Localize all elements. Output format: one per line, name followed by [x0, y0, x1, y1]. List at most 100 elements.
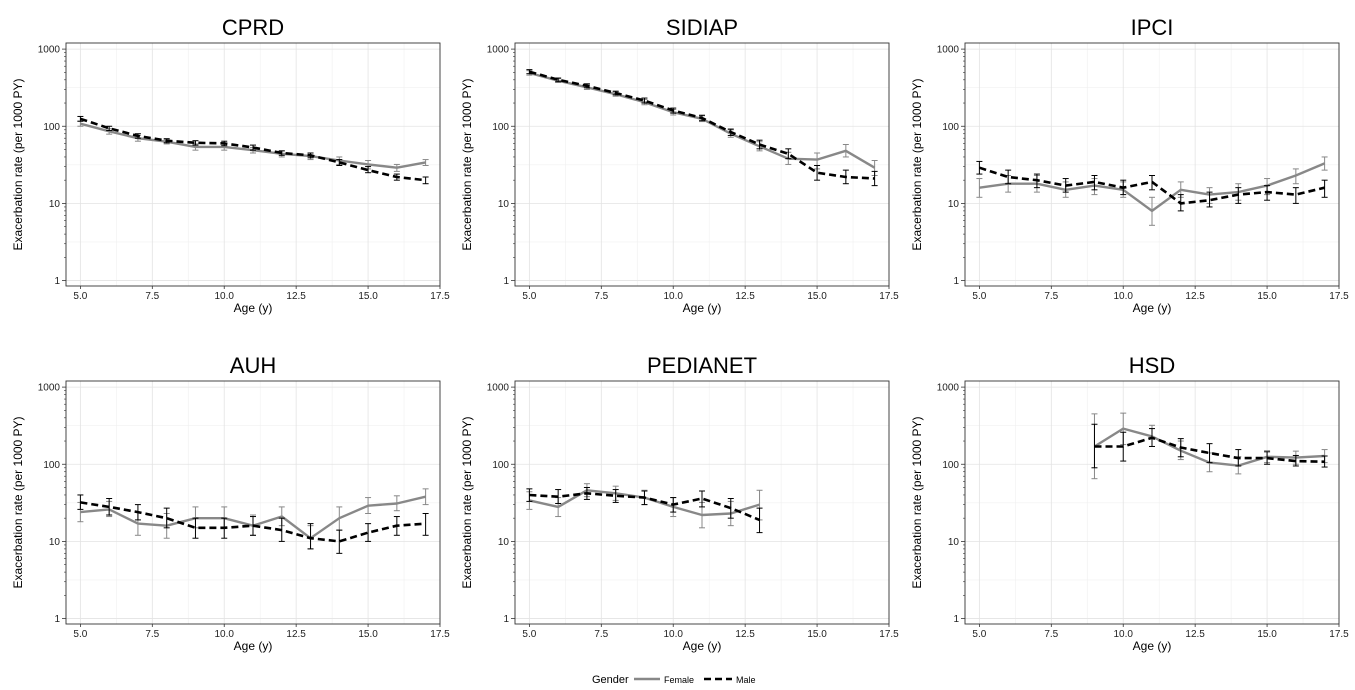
y-tick-label: 10	[498, 199, 510, 210]
minor-grid	[66, 43, 440, 286]
legend: Gender Female Male	[592, 674, 756, 686]
panel-title: PEDIANET	[647, 353, 757, 378]
minor-grid	[66, 381, 440, 624]
error-bar	[1091, 423, 1098, 469]
x-tick-label: 5.0	[73, 629, 87, 640]
x-tick-label: 15.0	[1257, 629, 1277, 640]
panel-title: CPRD	[222, 15, 284, 40]
y-axis-label: Exacerbation rate (per 1000 PY)	[11, 78, 25, 250]
error-bar	[526, 488, 533, 502]
x-tick-label: 10.0	[214, 629, 234, 640]
error-bar	[163, 507, 170, 529]
x-tick-label: 10.0	[214, 291, 234, 302]
panel-title: SIDIAP	[666, 15, 738, 40]
panel-auh: 5.0 7.5 10.0 12.5 15.0 17.5 1 10 100 1000 AUH Age (…	[11, 353, 450, 653]
panel-title: HSD	[1129, 353, 1175, 378]
x-tick-label: 7.5	[145, 291, 159, 302]
x-tick-label: 7.5	[1044, 291, 1058, 302]
error-bar	[250, 516, 256, 536]
y-tick-label: 100	[43, 460, 60, 471]
panel-pedianet: 5.0 7.5 10.0 12.5 15.0 17.5 1 10 100 1000 PEDIANET…	[460, 353, 899, 653]
error-bar	[612, 489, 619, 503]
y-minor-ticks	[963, 52, 965, 258]
legend-label-female: Female	[664, 675, 694, 685]
x-tick-label: 17.5	[879, 291, 899, 302]
series-male	[1091, 423, 1328, 469]
y-tick-label: 1000	[937, 383, 960, 394]
error-bar	[1321, 455, 1328, 468]
y-minor-ticks	[64, 52, 66, 258]
series-line-male	[80, 501, 426, 543]
x-tick-label: 7.5	[145, 629, 159, 640]
panel-frame	[964, 380, 1340, 625]
x-axis-label: Age (y)	[1133, 639, 1172, 653]
y-tick-label: 100	[43, 122, 60, 133]
x-tick-label: 12.5	[735, 291, 755, 302]
minor-grid	[965, 381, 1339, 624]
x-tick-label: 5.0	[972, 629, 986, 640]
x-tick-label: 15.0	[1257, 291, 1277, 302]
y-tick-label: 1	[953, 614, 959, 625]
error-bar	[1292, 187, 1299, 204]
x-tick-label: 17.5	[430, 291, 450, 302]
series-male	[77, 494, 429, 554]
panel-title: IPCI	[1131, 15, 1174, 40]
x-tick-label: 7.5	[1044, 629, 1058, 640]
x-tick-label: 15.0	[358, 291, 378, 302]
x-tick-label: 17.5	[430, 629, 450, 640]
error-bar	[1206, 443, 1213, 464]
x-tick-label: 7.5	[594, 629, 608, 640]
panel-sidiap: 5.0 7.5 10.0 12.5 15.0 17.5 1 10 100 1000 SIDIAP Ag…	[460, 15, 899, 315]
series-male	[526, 486, 763, 534]
x-tick-label: 17.5	[1329, 629, 1349, 640]
panel-frame	[514, 380, 890, 625]
x-tick-label: 12.5	[1185, 291, 1205, 302]
series-line-male	[529, 70, 875, 180]
y-minor-ticks	[513, 52, 515, 258]
x-tick-label: 5.0	[522, 629, 536, 640]
grid	[515, 43, 890, 286]
series-female	[526, 70, 878, 176]
x-tick-label: 10.0	[663, 629, 683, 640]
y-tick-label: 1000	[487, 383, 510, 394]
error-bar	[1206, 191, 1213, 208]
x-tick-label: 10.0	[1113, 291, 1133, 302]
x-tick-label: 12.5	[286, 629, 306, 640]
panel-frame	[514, 42, 890, 287]
error-bar	[756, 507, 763, 534]
y-axis-label: Exacerbation rate (per 1000 PY)	[910, 416, 924, 588]
x-axis-label: Age (y)	[234, 301, 273, 315]
y-tick-label: 10	[948, 537, 960, 548]
grid	[66, 43, 441, 286]
grid	[965, 43, 1340, 286]
y-tick-label: 10	[948, 199, 960, 210]
y-axis-label: Exacerbation rate (per 1000 PY)	[910, 78, 924, 250]
legend-label-male: Male	[736, 675, 756, 685]
x-tick-label: 17.5	[1329, 291, 1349, 302]
y-tick-label: 100	[492, 122, 509, 133]
y-tick-label: 1	[54, 614, 60, 625]
x-tick-label: 15.0	[807, 291, 827, 302]
series-male	[976, 160, 1328, 212]
error-bar	[641, 97, 648, 104]
x-tick-label: 12.5	[1185, 629, 1205, 640]
y-axis-label: Exacerbation rate (per 1000 PY)	[460, 78, 474, 250]
x-axis-label: Age (y)	[683, 301, 722, 315]
y-tick-label: 10	[49, 537, 61, 548]
panel-frame	[964, 42, 1340, 287]
x-axis-label: Age (y)	[234, 639, 273, 653]
grid	[66, 381, 441, 624]
y-tick-label: 1000	[38, 45, 61, 56]
error-bar	[871, 170, 878, 187]
error-bar	[336, 529, 343, 554]
y-tick-label: 1	[953, 276, 959, 287]
y-tick-label: 1000	[38, 383, 61, 394]
y-tick-label: 100	[492, 460, 509, 471]
error-bar	[1005, 169, 1012, 185]
x-axis-label: Age (y)	[683, 639, 722, 653]
panel-frame	[65, 42, 441, 287]
legend-title: Gender	[592, 674, 629, 686]
error-bar	[278, 150, 285, 156]
x-axis-label: Age (y)	[1133, 301, 1172, 315]
